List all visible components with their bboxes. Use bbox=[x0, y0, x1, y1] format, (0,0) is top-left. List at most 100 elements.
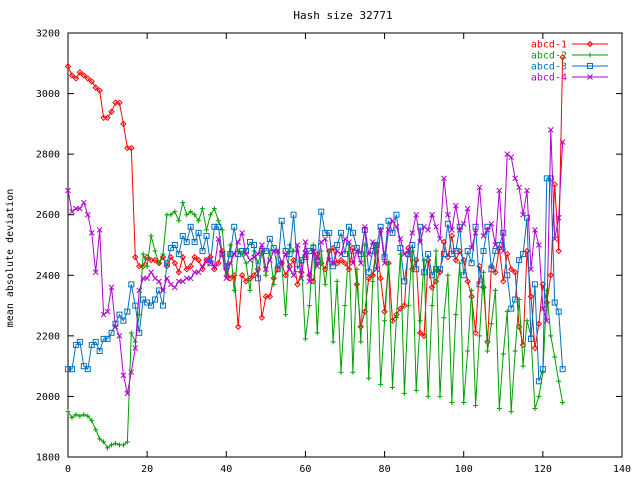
x-tick-label: 120 bbox=[534, 464, 552, 475]
data-point-abcd-2 bbox=[449, 399, 455, 405]
data-point-abcd-1 bbox=[215, 259, 222, 267]
data-point-abcd-4 bbox=[88, 230, 95, 236]
data-point-abcd-2 bbox=[306, 303, 312, 309]
data-point-abcd-2 bbox=[484, 348, 490, 354]
data-point-abcd-4 bbox=[322, 236, 329, 242]
data-point-abcd-3 bbox=[124, 308, 131, 315]
legend-marker-abcd-1 bbox=[586, 40, 594, 48]
data-point-abcd-3 bbox=[436, 266, 443, 273]
data-point-abcd-2 bbox=[429, 303, 435, 309]
data-point-abcd-2 bbox=[263, 272, 269, 278]
data-point-abcd-2 bbox=[520, 363, 526, 369]
data-point-abcd-1 bbox=[76, 69, 84, 76]
data-point-abcd-4 bbox=[361, 223, 368, 230]
y-axis: 1800 2000 2200 2400 2600 2800 3000 3200 bbox=[36, 29, 622, 464]
data-point-abcd-3 bbox=[163, 260, 170, 267]
data-point-abcd-3 bbox=[128, 281, 135, 288]
data-point-abcd-2 bbox=[473, 403, 479, 409]
data-point-abcd-4 bbox=[148, 269, 154, 276]
data-point-abcd-3 bbox=[116, 311, 123, 318]
data-point-abcd-1 bbox=[242, 278, 250, 285]
data-point-abcd-4 bbox=[369, 239, 376, 245]
data-point-abcd-1 bbox=[535, 320, 543, 327]
data-point-abcd-2 bbox=[65, 409, 71, 415]
data-point-abcd-1 bbox=[555, 247, 562, 255]
data-point-abcd-3 bbox=[76, 338, 83, 345]
series-abcd-4 bbox=[65, 127, 566, 397]
data-point-abcd-4 bbox=[555, 214, 562, 221]
x-tick-label: 100 bbox=[455, 464, 473, 475]
data-point-abcd-3 bbox=[302, 254, 309, 261]
data-point-abcd-3 bbox=[535, 378, 542, 385]
data-point-abcd-2 bbox=[386, 260, 392, 266]
data-point-abcd-3 bbox=[385, 217, 392, 224]
data-point-abcd-3 bbox=[156, 287, 163, 294]
x-tick-label: 0 bbox=[65, 464, 71, 475]
data-point-abcd-1 bbox=[234, 323, 242, 330]
data-point-abcd-3 bbox=[393, 211, 400, 218]
y-tick-label: 3000 bbox=[36, 89, 60, 100]
data-point-abcd-2 bbox=[302, 336, 308, 342]
data-point-abcd-4 bbox=[532, 227, 538, 233]
data-point-abcd-3 bbox=[227, 251, 234, 258]
y-tick-label: 1800 bbox=[36, 453, 60, 464]
data-point-abcd-4 bbox=[342, 236, 348, 242]
data-point-abcd-2 bbox=[437, 393, 443, 399]
data-point-abcd-4 bbox=[409, 230, 416, 236]
data-point-abcd-4 bbox=[373, 266, 380, 273]
data-point-abcd-2 bbox=[124, 439, 130, 445]
data-point-abcd-2 bbox=[251, 248, 257, 254]
data-point-abcd-4 bbox=[282, 251, 289, 257]
data-point-abcd-2 bbox=[196, 218, 202, 224]
data-point-abcd-2 bbox=[342, 303, 348, 309]
data-point-abcd-1 bbox=[108, 108, 115, 115]
data-point-abcd-2 bbox=[421, 257, 427, 263]
series-layer bbox=[64, 54, 566, 451]
data-point-abcd-4 bbox=[136, 287, 143, 294]
data-point-abcd-2 bbox=[176, 218, 182, 224]
data-point-abcd-3 bbox=[278, 217, 285, 224]
data-point-abcd-4 bbox=[274, 248, 281, 254]
data-point-abcd-3 bbox=[254, 275, 261, 282]
data-point-abcd-2 bbox=[457, 260, 463, 266]
legend-label-abcd-4: abcd-4 bbox=[531, 73, 567, 84]
data-point-abcd-1 bbox=[92, 84, 99, 91]
data-point-abcd-1 bbox=[151, 256, 159, 264]
data-point-abcd-4 bbox=[448, 227, 455, 233]
data-point-abcd-4 bbox=[69, 208, 75, 215]
data-point-abcd-2 bbox=[69, 415, 75, 421]
data-point-abcd-3 bbox=[140, 296, 147, 303]
data-point-abcd-3 bbox=[547, 175, 554, 182]
data-point-abcd-4 bbox=[318, 239, 325, 245]
data-point-abcd-2 bbox=[512, 348, 518, 354]
data-point-abcd-4 bbox=[429, 211, 435, 218]
data-point-abcd-3 bbox=[401, 278, 408, 285]
data-point-abcd-2 bbox=[180, 200, 186, 206]
data-point-abcd-4 bbox=[421, 223, 427, 230]
data-point-abcd-1 bbox=[416, 329, 424, 337]
data-point-abcd-1 bbox=[424, 256, 432, 264]
data-point-abcd-2 bbox=[401, 390, 407, 396]
data-point-abcd-3 bbox=[211, 223, 218, 230]
data-point-abcd-4 bbox=[445, 211, 451, 218]
data-point-abcd-4 bbox=[160, 287, 166, 294]
data-point-abcd-2 bbox=[128, 330, 134, 336]
data-point-abcd-1 bbox=[171, 259, 179, 267]
data-point-abcd-3 bbox=[171, 242, 178, 248]
legend-marker-abcd-3 bbox=[587, 63, 593, 69]
data-point-abcd-2 bbox=[172, 209, 178, 215]
data-point-abcd-4 bbox=[243, 251, 249, 257]
data-point-abcd-3 bbox=[425, 251, 432, 258]
data-point-abcd-4 bbox=[108, 284, 115, 291]
data-point-abcd-2 bbox=[89, 418, 95, 424]
data-point-abcd-2 bbox=[168, 212, 174, 218]
data-point-abcd-3 bbox=[413, 266, 420, 273]
data-point-abcd-4 bbox=[413, 211, 420, 218]
y-tick-label: 2600 bbox=[36, 210, 60, 221]
data-point-abcd-3 bbox=[322, 229, 329, 236]
data-point-abcd-1 bbox=[64, 63, 72, 70]
data-point-abcd-2 bbox=[508, 409, 514, 415]
data-point-abcd-2 bbox=[112, 440, 118, 446]
data-point-abcd-4 bbox=[223, 275, 230, 282]
data-point-abcd-2 bbox=[243, 260, 249, 266]
